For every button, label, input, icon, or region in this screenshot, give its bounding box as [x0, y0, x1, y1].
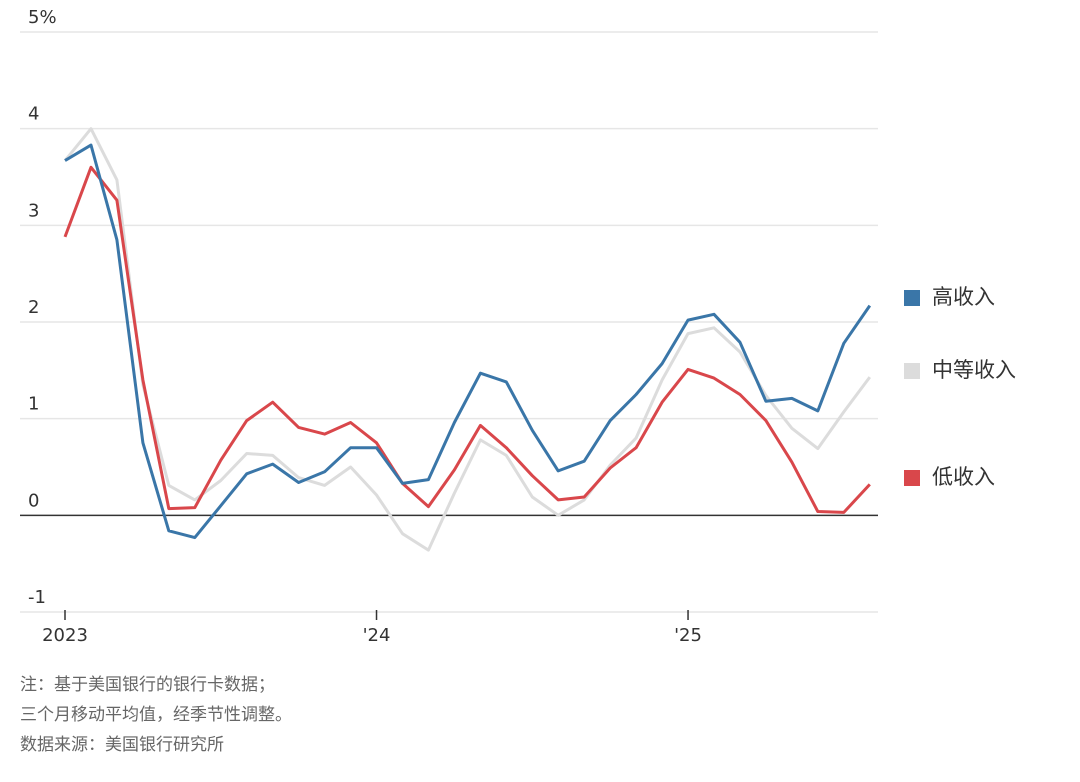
legend-text: 中等收入: [932, 358, 1016, 382]
legend-swatch: [904, 363, 920, 379]
series-line: [64, 143, 872, 540]
y-tick-label: 5%: [28, 7, 57, 28]
y-tick-label: 4: [28, 104, 39, 125]
legend-swatch: [904, 290, 920, 306]
y-tick-label: -1: [28, 587, 46, 608]
x-tick-label: 2023: [42, 625, 88, 646]
y-tick-label: 2: [28, 297, 39, 318]
y-tick-label: 1: [28, 394, 39, 415]
y-tick-label: 3: [28, 200, 39, 221]
legend-text: 高收入: [932, 285, 995, 309]
series-line: [63, 165, 871, 514]
legend-text: 低收入: [932, 465, 995, 489]
note: 注：基于美国银行的银行卡数据；: [20, 675, 275, 695]
series-line: [63, 127, 872, 552]
legend-swatch: [904, 470, 920, 486]
x-tick-label: '25: [674, 625, 702, 646]
y-tick-label: 0: [28, 490, 39, 511]
x-tick-label: '24: [363, 625, 391, 646]
note: 三个月移动平均值，经季节性调整。: [20, 705, 292, 725]
note: 数据来源：美国银行研究所: [20, 735, 224, 755]
